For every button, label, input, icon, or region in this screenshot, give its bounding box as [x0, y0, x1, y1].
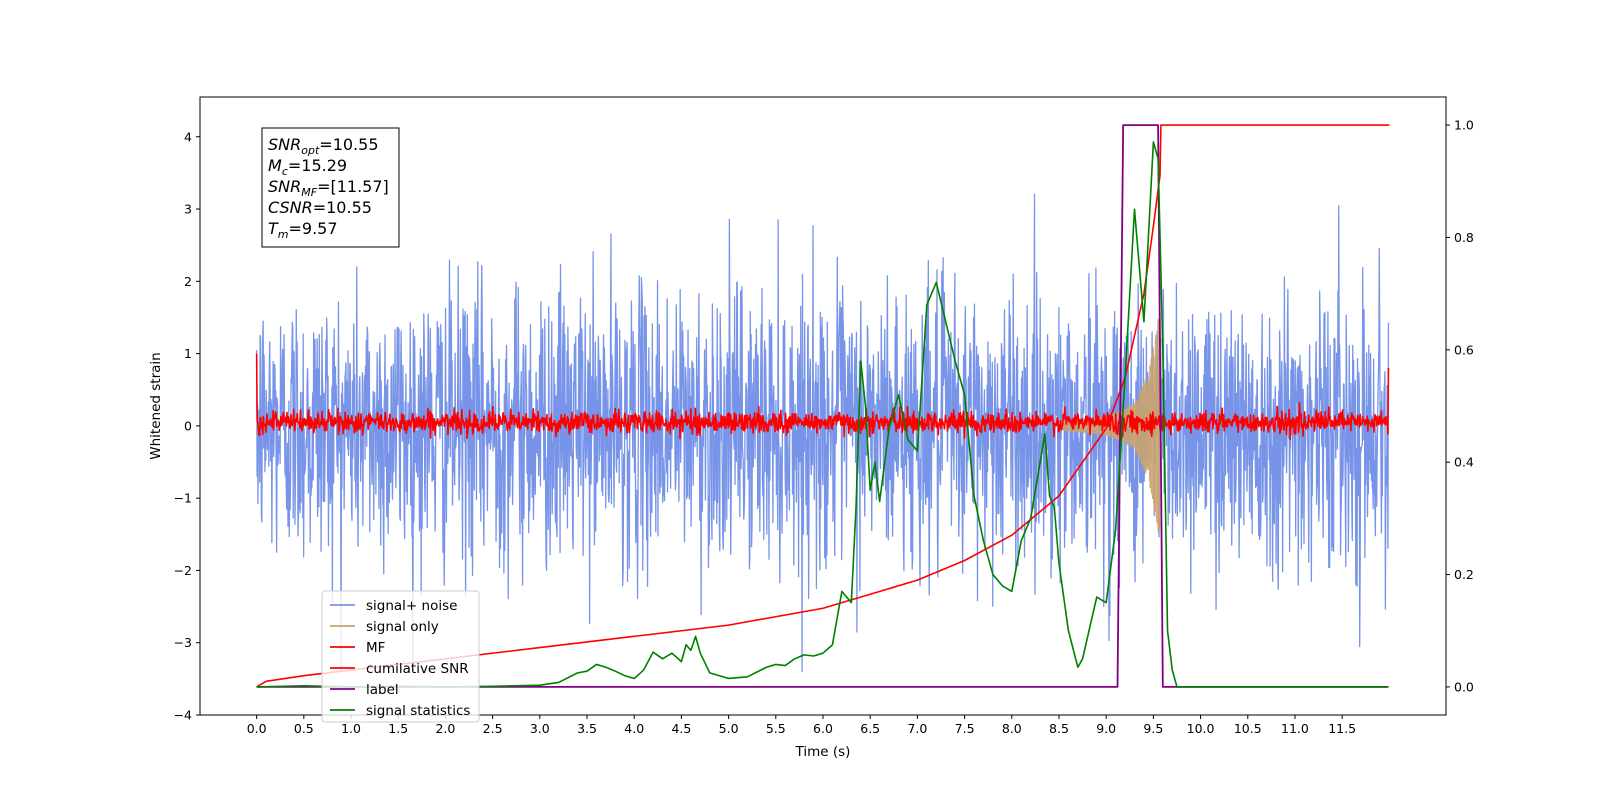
x-tick-label: 11.0	[1281, 721, 1309, 736]
y2-tick-label: 0.8	[1454, 230, 1474, 245]
x-tick-label: 6.5	[860, 721, 880, 736]
series-signal-statistics-line	[256, 141, 1389, 688]
annotation-line: SNRMF=[11.57]	[268, 177, 389, 199]
x-tick-label: 3.0	[530, 721, 550, 736]
x-tick-label: 9.0	[1096, 721, 1116, 736]
x-tick-label: 5.5	[766, 721, 786, 736]
legend-label: signal only	[366, 619, 439, 635]
annotation-line: CSNR=10.55	[268, 198, 372, 217]
annotation-line: Mc=15.29	[268, 156, 347, 178]
x-axis-label: Time (s)	[795, 744, 851, 760]
y2-tick-label: 0.6	[1454, 342, 1474, 357]
annotation-line: Tm=9.57	[268, 219, 338, 241]
y-axis-right: 1.0 0.8 0.6 0.4 0.2 0.0	[1446, 118, 1474, 694]
x-tick-label: 1.0	[341, 721, 361, 736]
legend-label: signal statistics	[366, 703, 470, 719]
x-tick-label: 5.0	[719, 721, 739, 736]
y-tick-label: 3	[184, 202, 192, 217]
x-tick-label: 1.5	[388, 721, 408, 736]
x-axis: 0.0 0.5 1.0 1.5 2.0 2.5 3.0 3.5 4.0 4.5 5.0 5.5 6.0 6…	[247, 715, 1356, 736]
x-tick-label: 8.5	[1049, 721, 1069, 736]
series-signal-only-line	[1049, 312, 1162, 533]
series-mf-line	[255, 353, 1390, 441]
x-tick-label: 2.0	[435, 721, 455, 736]
legend-label: cumilative SNR	[366, 661, 469, 677]
legend-label: signal+ noise	[366, 598, 457, 614]
x-tick-label: 6.0	[813, 721, 833, 736]
x-tick-label: 2.5	[483, 721, 503, 736]
x-tick-label: 3.5	[577, 721, 597, 736]
y2-tick-label: 1.0	[1454, 118, 1474, 133]
y-tick-label: −3	[174, 635, 192, 650]
legend-label: MF	[366, 640, 385, 656]
x-tick-label: 4.5	[671, 721, 691, 736]
y-tick-label: −1	[174, 491, 192, 506]
y2-tick-label: 0.0	[1454, 679, 1474, 694]
x-tick-label: 7.0	[907, 721, 927, 736]
x-tick-label: 8.0	[1002, 721, 1022, 736]
y-tick-label: 2	[184, 274, 192, 289]
y-tick-label: 4	[184, 129, 192, 144]
x-tick-label: 7.5	[955, 721, 975, 736]
annotation-frame	[261, 127, 400, 248]
y-tick-label: −4	[174, 708, 192, 723]
y2-tick-label: 0.4	[1454, 455, 1474, 470]
x-tick-label: 0.5	[294, 721, 314, 736]
legend: signal+ noise signal only MF cumilative SNR…	[321, 590, 480, 723]
series-signal-noise-line	[255, 193, 1390, 673]
y-tick-label: 1	[184, 346, 192, 361]
x-tick-label: 10.5	[1234, 721, 1262, 736]
y-axis-left: 4 3 2 1 0 −1 −2 −3 −4	[174, 129, 200, 723]
x-tick-label: 9.5	[1143, 721, 1163, 736]
x-tick-label: 4.0	[624, 721, 644, 736]
x-tick-label: 11.5	[1328, 721, 1356, 736]
annotation-line: SNRopt=10.55	[268, 135, 379, 157]
y-tick-label: −2	[174, 563, 192, 578]
y2-tick-label: 0.2	[1454, 567, 1474, 582]
legend-frame	[321, 590, 480, 723]
annotation-box: SNRopt=10.55Mc=15.29SNRMF=[11.57]CSNR=10…	[261, 127, 400, 248]
y-axis-label: Whitened strain	[148, 352, 164, 459]
x-tick-label: 0.0	[247, 721, 267, 736]
x-tick-label: 10.0	[1187, 721, 1215, 736]
y-tick-label: 0	[184, 418, 192, 433]
legend-label: label	[366, 682, 399, 698]
